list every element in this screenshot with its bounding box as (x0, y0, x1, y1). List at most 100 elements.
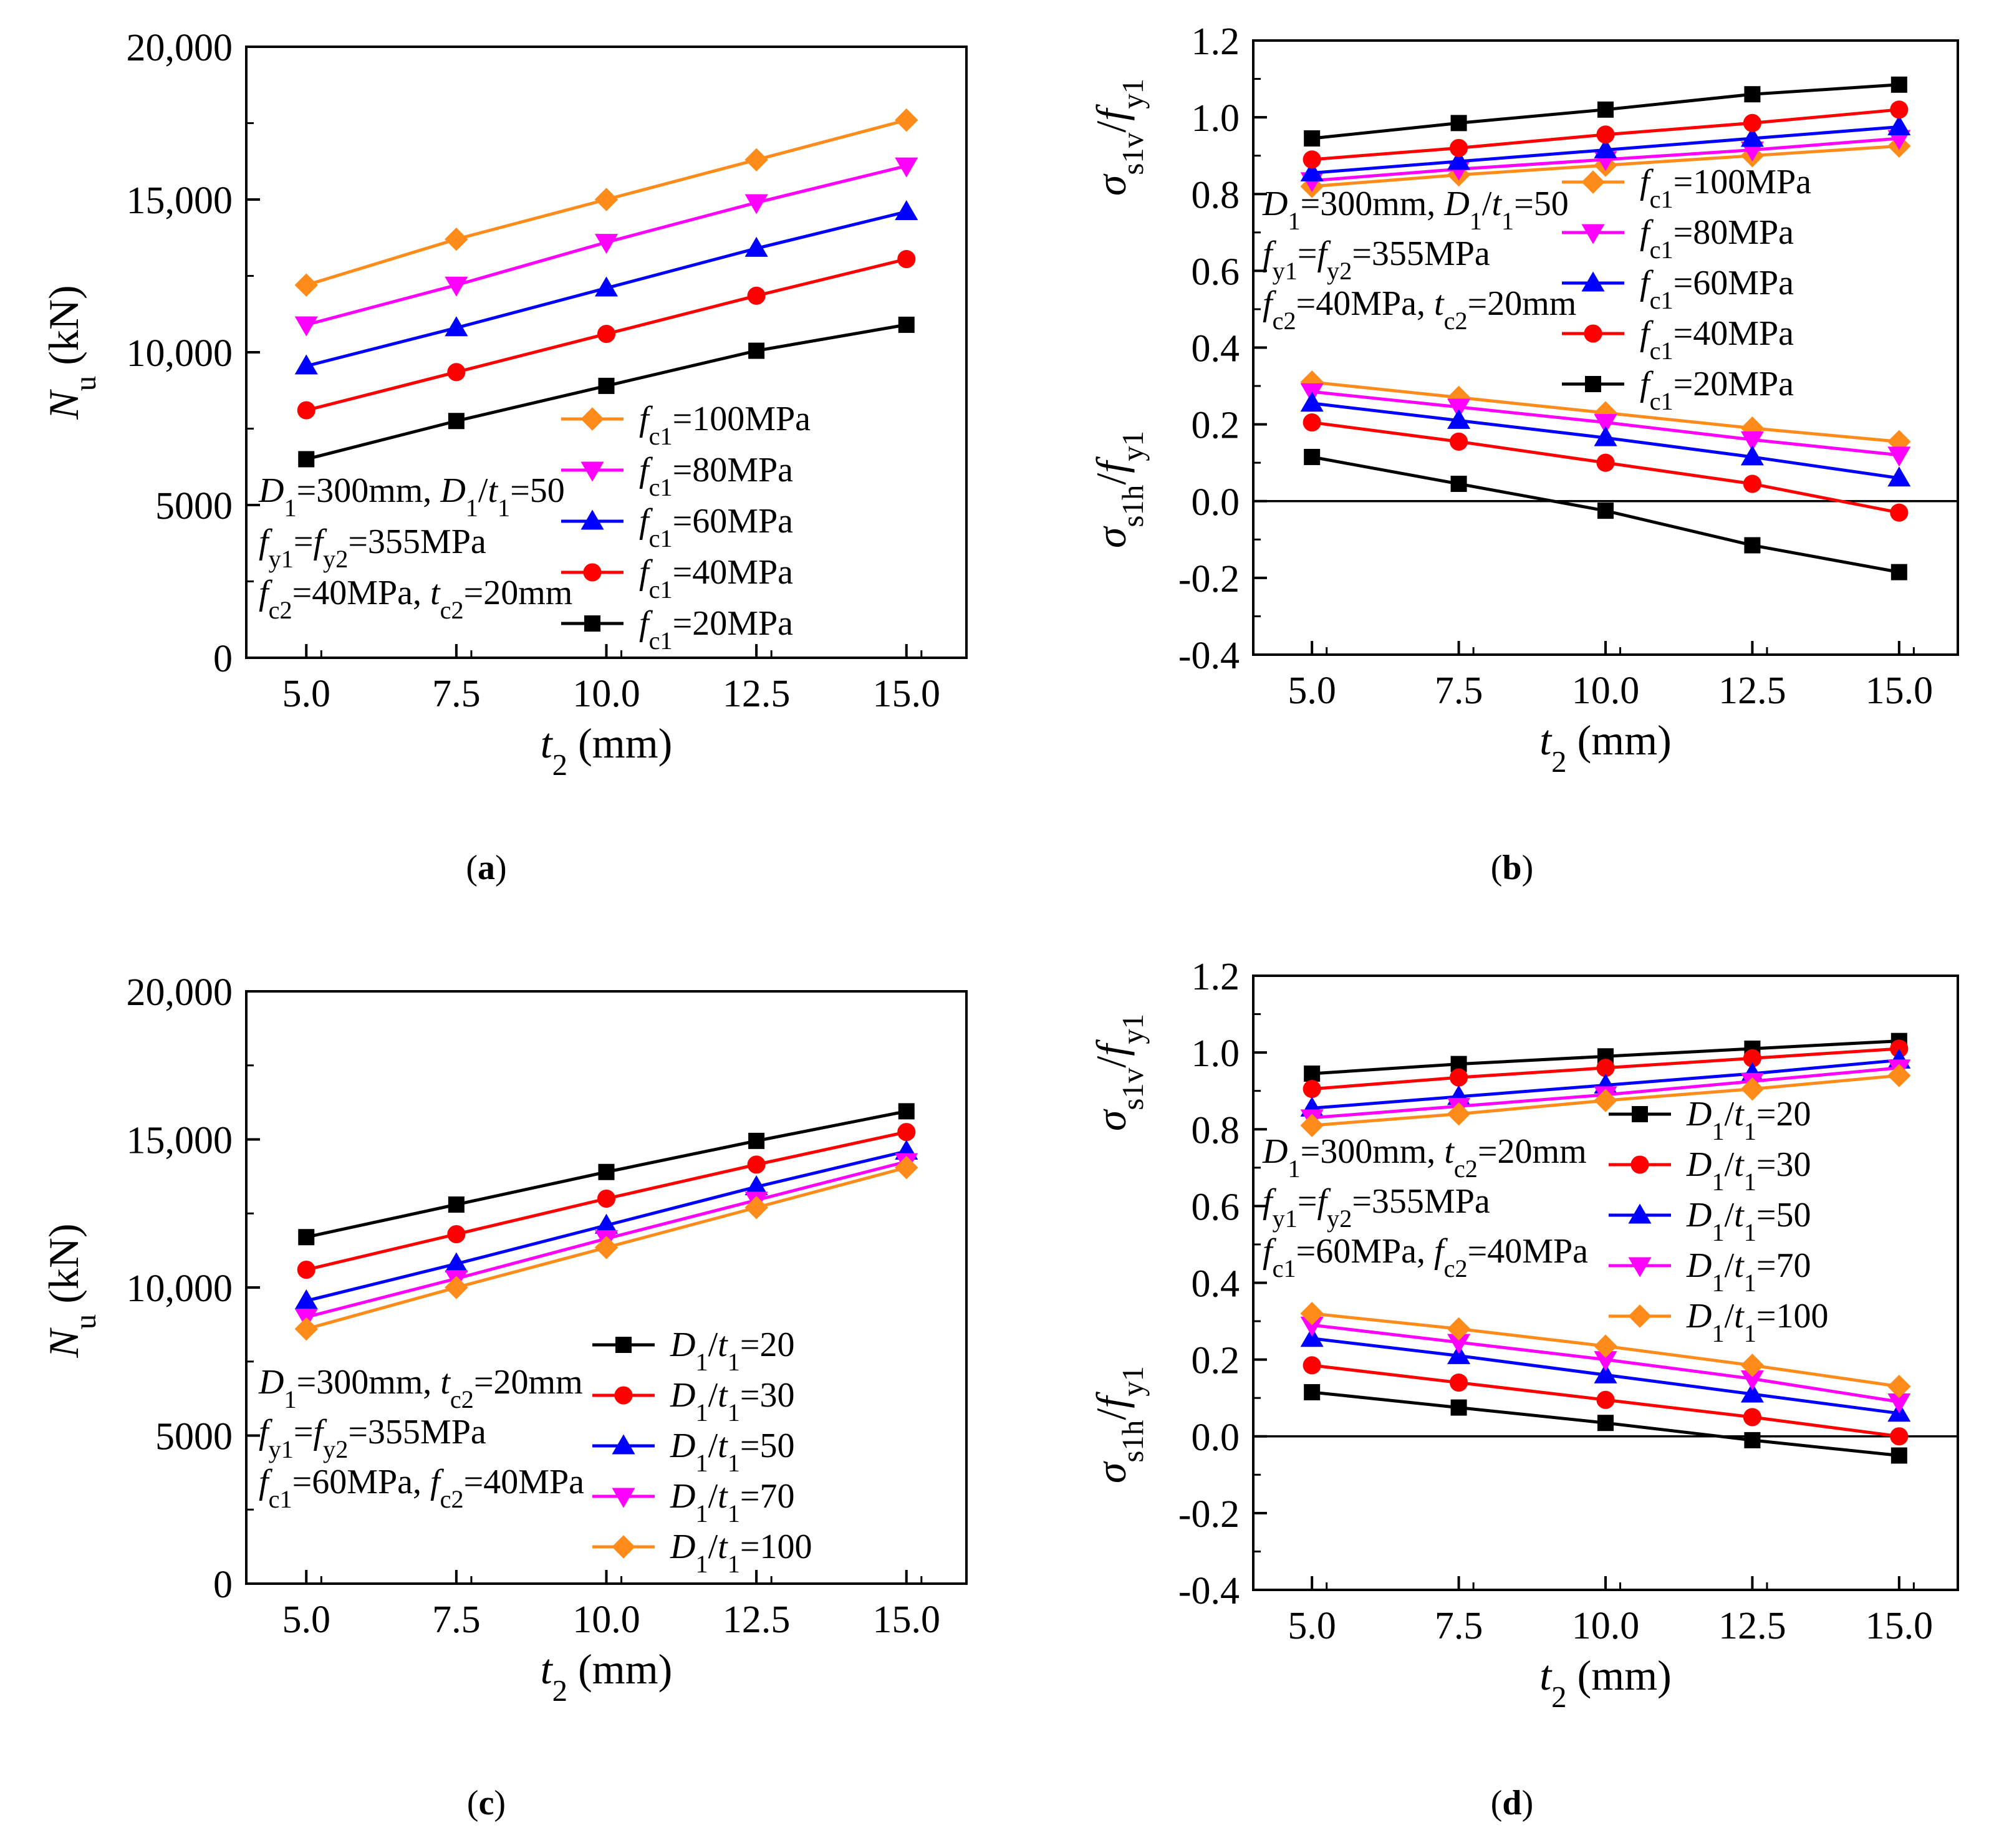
data-point (294, 354, 318, 375)
data-point (1890, 1427, 1909, 1446)
y-tick-label: 15,000 (127, 180, 233, 222)
data-point (1300, 392, 1324, 412)
legend-marker (1628, 1203, 1652, 1224)
data-point (1303, 1080, 1321, 1099)
x-tick-label: 12.5 (723, 673, 791, 715)
data-point (1300, 370, 1324, 394)
y-tick-label: 0.2 (1192, 1340, 1240, 1382)
data-point (1596, 453, 1615, 472)
series-fc1=40MPa (1303, 100, 1909, 522)
annotation-line: D1=300mm, D1/t1=50 (1262, 185, 1569, 235)
legend-label: D1/t1=70 (1686, 1246, 1811, 1297)
data-point (897, 249, 916, 269)
legend-marker (612, 1535, 635, 1559)
legend: fc1=100MPafc1=80MPafc1=60MPafc1=40MPafc1… (561, 400, 811, 655)
series-fc1=20MPa (298, 316, 915, 468)
series-D1/t1=30 (297, 1123, 916, 1279)
data-point (594, 1213, 619, 1234)
y-tick-label: 10,000 (127, 332, 233, 375)
series-D1/t1=20 (298, 1103, 915, 1246)
data-point (744, 1196, 768, 1220)
data-point (597, 1189, 616, 1208)
panel-caption: (b) (1491, 849, 1533, 887)
data-point (1890, 76, 1907, 93)
x-tick-label: 12.5 (1718, 1605, 1786, 1647)
y-axis-label: Nu (kN) (40, 1223, 102, 1358)
data-point (1594, 1089, 1617, 1112)
data-point (1450, 476, 1467, 493)
data-point (895, 157, 918, 178)
legend: D1/t1=20D1/t1=30D1/t1=50D1/t1=70D1/t1=10… (1609, 1095, 1828, 1347)
legend-marker (580, 461, 604, 482)
y-tick-label: 0.4 (1192, 328, 1240, 370)
data-point (597, 325, 616, 344)
panel-caption: (d) (1491, 1784, 1533, 1822)
data-point (1303, 413, 1321, 432)
legend-marker (1581, 170, 1605, 194)
data-point (895, 1155, 918, 1180)
data-point (1740, 445, 1764, 466)
legend-label: D1/t1=30 (1686, 1145, 1811, 1196)
data-point (1740, 431, 1764, 451)
y-tick-label: 10,000 (127, 1268, 233, 1310)
x-tick-label: 7.5 (432, 673, 481, 715)
data-point (1740, 1077, 1765, 1101)
chart-panel-b: 5.0 7.5 10.0 12.5 15.0 -0.4 -0.2 0.0 0.2 0.4 0.6 0.… (1087, 21, 1959, 887)
annotation-line: D1=300mm, D1/t1=50 (258, 471, 565, 522)
y-tick-label: 20,000 (127, 27, 233, 69)
data-point (1450, 1399, 1467, 1416)
data-point (1447, 408, 1471, 429)
legend-label: fc1=20MPa (1640, 365, 1794, 415)
y-tick-label: -0.2 (1178, 1493, 1240, 1536)
legend-label: fc1=80MPa (1640, 213, 1794, 264)
series-fc1=20MPa (1304, 76, 1907, 580)
data-point (1304, 448, 1321, 465)
data-point (1743, 1049, 1761, 1067)
y-tick-label: -0.2 (1178, 558, 1240, 600)
data-point (1447, 1102, 1471, 1126)
y-tick-label: 0 (213, 638, 233, 680)
data-point (1743, 474, 1761, 493)
legend-marker (580, 407, 604, 431)
data-point (1740, 1382, 1764, 1403)
x-tick-label: 5.0 (1288, 670, 1336, 712)
data-point (898, 316, 915, 333)
x-tick-label: 10.0 (572, 1599, 640, 1641)
data-point (594, 276, 619, 297)
data-point (1303, 1356, 1321, 1375)
legend-marker (614, 1386, 633, 1405)
legend-marker (580, 509, 604, 530)
series-D1/t1=100 (1300, 1064, 1911, 1398)
data-point (1597, 503, 1614, 519)
legend-label: D1/t1=100 (670, 1528, 812, 1578)
x-tick-label: 10.0 (572, 673, 640, 715)
data-point (1447, 1344, 1471, 1364)
data-point (1887, 1064, 1911, 1087)
annotation-line: fc2=40MPa, tc2=20mm (1263, 284, 1576, 335)
data-point (294, 316, 318, 337)
data-point (1450, 1068, 1468, 1087)
x-tick-label: 7.5 (1435, 1605, 1483, 1647)
data-point (895, 200, 918, 221)
y-tick-label: 0.0 (1192, 1417, 1240, 1459)
annotation-line: fc2=40MPa, tc2=20mm (259, 574, 572, 624)
data-point (594, 1236, 619, 1259)
y-axis-label: σs1v/fy1 (1087, 1014, 1150, 1131)
panel-caption: (c) (467, 1784, 506, 1822)
y-axis-label: σs1h/fy1 (1087, 1366, 1150, 1483)
data-point (1594, 426, 1617, 446)
legend-label: D1/t1=20 (670, 1326, 794, 1376)
data-point (1447, 1334, 1471, 1354)
data-point (1303, 150, 1321, 169)
x-tick-label: 10.0 (1572, 1605, 1640, 1647)
legend-marker (1630, 1155, 1649, 1174)
data-point (1597, 1415, 1614, 1432)
data-point (1594, 414, 1617, 435)
x-axis-label: t2 (mm) (1539, 1652, 1671, 1714)
data-point (1743, 1408, 1761, 1427)
legend-label: fc1=60MPa (1640, 264, 1794, 314)
data-point (1740, 1370, 1764, 1390)
x-tick-label: 12.5 (1718, 670, 1786, 712)
y-tick-label: 0.2 (1192, 405, 1240, 447)
data-point (1447, 385, 1471, 410)
